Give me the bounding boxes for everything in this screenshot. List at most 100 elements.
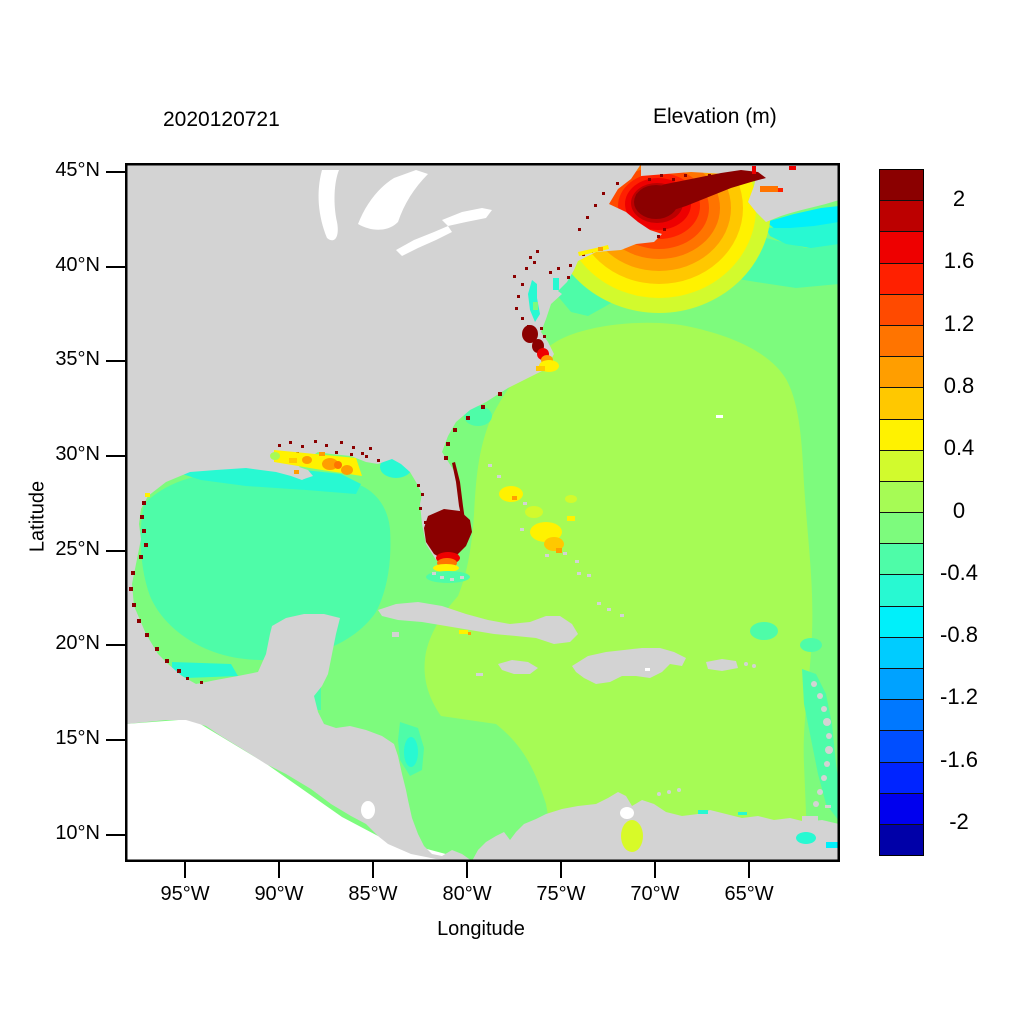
zone-belize-coast: [314, 682, 321, 710]
estuary-specks-dark-red: [129, 174, 711, 684]
zone-se-blob-2: [800, 638, 822, 652]
land-south-america: [472, 792, 839, 861]
zone-gulf-of-mexico: [140, 472, 391, 661]
x-tick-label: 85°W: [348, 883, 398, 905]
map-plot: [125, 163, 840, 862]
land-cayman: [476, 673, 483, 676]
x-tick: [559, 861, 562, 878]
x-tick: [371, 861, 374, 878]
cuba-south-shallows: [459, 630, 468, 634]
x-axis-title: Longitude: [437, 918, 525, 940]
colorbar-tick-label: -1.6: [940, 746, 978, 772]
zone-scotian-cool: [766, 222, 839, 248]
zone-miskito-core: [404, 737, 418, 767]
lakes: [318, 170, 723, 819]
y-tick-label: 35°N: [55, 348, 100, 371]
colorbar-cell: [880, 231, 923, 263]
florida-bay-hotspot: [424, 509, 472, 583]
colorbar-tick-label: -2: [949, 808, 969, 834]
gulf-of-venezuela-gap: [620, 807, 634, 819]
x-tick: [748, 861, 751, 878]
colorbar-cell: [880, 823, 923, 856]
x-tick-label: 95°W: [160, 883, 210, 905]
land-trinidad: [802, 816, 818, 830]
y-tick: [106, 170, 125, 173]
gulf-of-paria: [796, 832, 816, 844]
lake-ontario: [442, 208, 492, 226]
x-tick-label: 80°W: [442, 883, 492, 905]
colorbar-cell: [880, 636, 923, 668]
y-tick-label: 15°N: [55, 726, 100, 749]
x-tick-label: 70°W: [630, 883, 680, 905]
y-tick: [106, 549, 125, 552]
land-tobago: [825, 805, 831, 808]
land-ns-islets: [812, 165, 836, 174]
y-tick-label: 40°N: [55, 253, 100, 276]
x-tick: [653, 861, 656, 878]
y-tick: [106, 455, 125, 458]
x-tick: [278, 861, 280, 878]
land-jamaica: [498, 660, 538, 674]
colorbar-tick-label: 1.6: [943, 248, 975, 274]
colorbar-cell: [880, 480, 923, 513]
y-tick-label: 30°N: [55, 443, 100, 466]
x-tick: [184, 861, 187, 878]
lake-huron: [358, 170, 428, 230]
chesapeake-bay: [528, 280, 540, 322]
map-canvas: [126, 164, 839, 861]
y-tick-label: 10°N: [55, 821, 100, 844]
colorbar-cell: [880, 761, 923, 793]
colorbar-cell: [880, 605, 923, 637]
colorbar-cell: [880, 543, 923, 575]
minas-basin-streak: [760, 186, 778, 192]
louisiana-marsh-mosaic: [270, 450, 362, 479]
colorbar-cell: [880, 170, 923, 201]
colorbar-cell: [880, 792, 923, 824]
lake-erie: [396, 226, 452, 256]
colorbar-tick-label: 0.8: [943, 372, 975, 398]
zone-louisiana-shelf: [182, 464, 361, 494]
colorbar-tick-label: 0.4: [943, 435, 975, 461]
y-tick-label: 45°N: [55, 158, 100, 181]
y-tick: [106, 644, 125, 647]
y-tick: [106, 833, 125, 836]
delaware-bay: [553, 278, 559, 290]
colorbar-cell: [880, 387, 923, 419]
florida-east-lagoon: [452, 462, 465, 520]
y-tick: [106, 265, 125, 268]
coastal-hotspots: [129, 166, 839, 852]
zone-se-blob-1: [750, 622, 778, 640]
pamlico-sound-cluster: [522, 325, 559, 372]
land-hispaniola: [572, 648, 686, 684]
zone-scotian-cold: [766, 206, 839, 228]
bermuda: [716, 415, 723, 418]
land-puerto-rico: [706, 659, 738, 671]
colorbar-cell: [880, 293, 923, 325]
x-tick-label: 90°W: [254, 883, 304, 905]
colorbar-cell: [880, 324, 923, 357]
land-lesser-antilles: [657, 662, 833, 807]
zone-georgia-shelf: [464, 406, 492, 426]
colorbar-tick-label: 1.2: [943, 310, 975, 336]
y-tick: [106, 738, 125, 741]
colorbar-cell: [880, 200, 923, 232]
x-tick-label: 65°W: [724, 883, 774, 905]
lake-michigan: [318, 170, 339, 241]
run-id-title: 2020120721: [163, 108, 280, 131]
x-tick: [466, 861, 469, 878]
lake-nicaragua: [361, 801, 375, 819]
y-tick-label: 20°N: [55, 632, 100, 655]
colorbar-tick-label: 2: [952, 186, 966, 212]
fundy-arm: [636, 170, 766, 214]
colorbar: [879, 169, 924, 856]
map-frame: [126, 164, 839, 861]
colorbar-tick-label: 0: [952, 497, 966, 523]
colorbar-cell: [880, 512, 923, 544]
land-cuba: [378, 602, 578, 644]
colorbar-cell: [880, 730, 923, 762]
x-tick-label: 75°W: [536, 883, 586, 905]
colorbar-cell: [880, 418, 923, 450]
zone-atlantic-central: [424, 322, 813, 861]
land-nova-scotia: [748, 164, 839, 222]
